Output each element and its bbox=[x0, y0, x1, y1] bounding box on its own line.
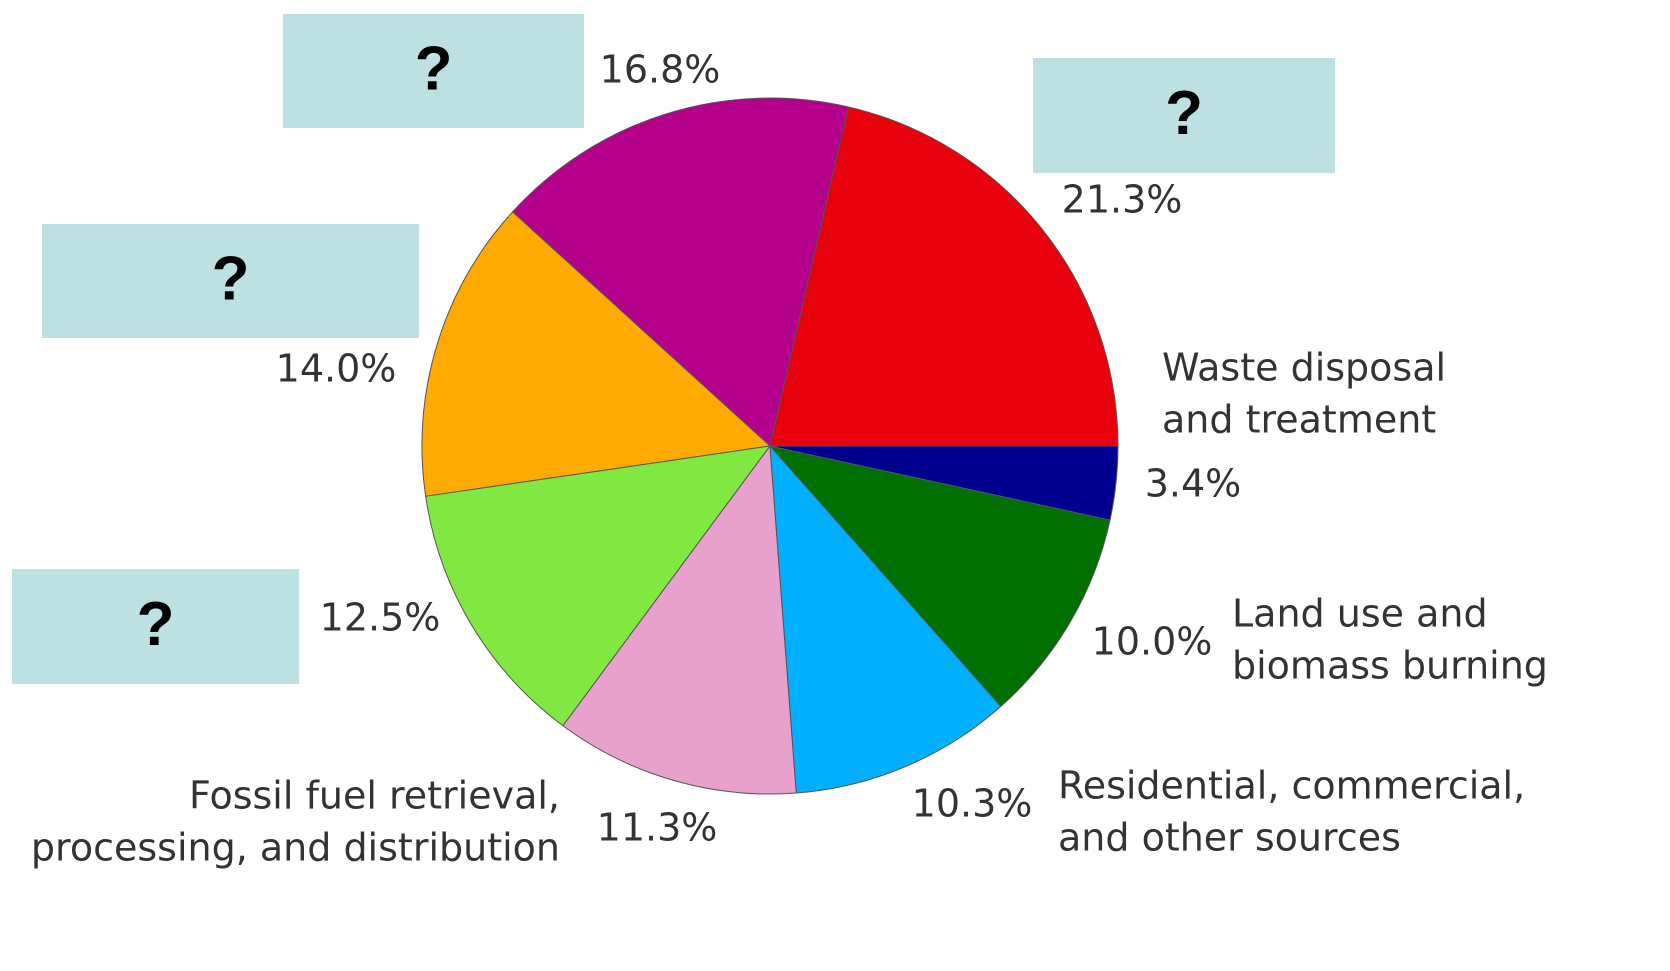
category-label: processing, and distribution bbox=[31, 826, 560, 870]
hidden-label-box bbox=[42, 224, 419, 338]
value-label: 21.3% bbox=[1062, 178, 1183, 222]
category-label: Residential, commercial, bbox=[1058, 764, 1525, 808]
value-label: 16.8% bbox=[600, 48, 721, 92]
pie-slice bbox=[768, 445, 1111, 708]
category-label: ? bbox=[137, 590, 175, 659]
category-label: Waste disposal bbox=[1162, 346, 1446, 390]
value-label: 10.0% bbox=[1092, 620, 1213, 664]
value-label: 12.5% bbox=[320, 596, 441, 640]
value-label: 3.4% bbox=[1145, 462, 1242, 506]
value-label: 11.3% bbox=[597, 806, 718, 850]
pie-slice bbox=[511, 97, 849, 447]
category-label: Fossil fuel retrieval, bbox=[189, 774, 560, 818]
value-label: 10.3% bbox=[912, 782, 1033, 826]
pie-slice bbox=[769, 444, 1002, 794]
category-label: biomass burning bbox=[1232, 644, 1548, 688]
hidden-label-box bbox=[12, 569, 299, 684]
hidden-label-box bbox=[283, 14, 584, 128]
pie-slice bbox=[425, 445, 772, 727]
value-label: 14.0% bbox=[276, 347, 397, 391]
category-label: Land use and bbox=[1232, 592, 1488, 636]
pie-slice bbox=[769, 106, 1119, 447]
pie-slice bbox=[562, 444, 797, 795]
category-label: and treatment bbox=[1162, 398, 1436, 442]
hidden-label-box bbox=[1033, 58, 1335, 173]
category-label: and other sources bbox=[1058, 816, 1401, 860]
category-label: ? bbox=[212, 244, 250, 313]
pie-slice bbox=[421, 211, 772, 497]
pie-slice bbox=[769, 445, 1119, 521]
category-label: ? bbox=[1165, 79, 1203, 148]
category-label: ? bbox=[415, 34, 453, 103]
